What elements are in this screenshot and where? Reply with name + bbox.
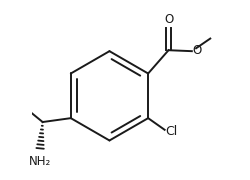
Text: O: O bbox=[193, 44, 202, 57]
Text: NH₂: NH₂ bbox=[28, 155, 51, 168]
Text: O: O bbox=[164, 13, 173, 26]
Text: Cl: Cl bbox=[166, 125, 178, 138]
